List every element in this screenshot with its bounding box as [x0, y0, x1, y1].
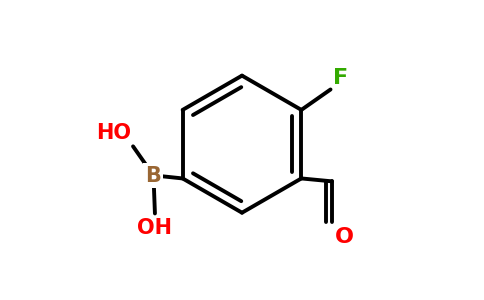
Text: OH: OH: [137, 218, 172, 238]
Text: B: B: [146, 166, 161, 185]
Text: HO: HO: [97, 123, 132, 143]
Text: O: O: [335, 226, 354, 247]
Text: F: F: [333, 68, 348, 88]
